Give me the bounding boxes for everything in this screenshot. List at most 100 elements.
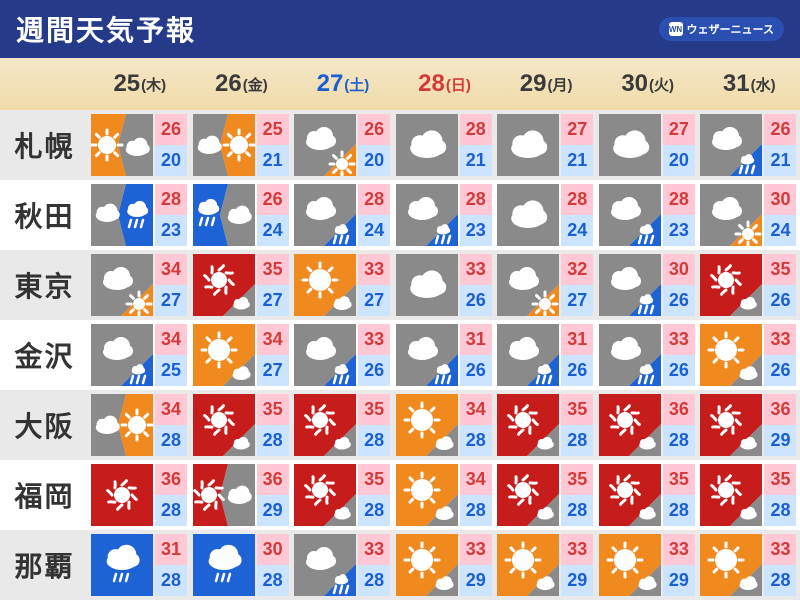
weather-icon [396, 324, 458, 386]
forecast-cell: 26 21 [698, 110, 800, 180]
forecast-cell: 35 27 [191, 250, 293, 320]
forecast-cell: 30 28 [191, 530, 293, 600]
temp-low: 26 [663, 285, 695, 316]
forecast-cell: 26 20 [89, 110, 191, 180]
forecast-cell: 30 24 [698, 180, 800, 250]
temp-high: 28 [663, 184, 695, 215]
weather-icon [91, 464, 153, 526]
temp-high: 35 [358, 394, 390, 425]
temp-high: 34 [155, 254, 187, 285]
temp-low: 24 [764, 215, 796, 246]
date-dow: (水) [751, 74, 776, 95]
city-row: 大阪 34 28 35 28 35 28 [0, 390, 800, 460]
temps: 27 21 [561, 114, 593, 176]
temps: 33 26 [358, 324, 390, 386]
brand-badge: WN ウェザーニュース [659, 17, 784, 41]
temp-high: 33 [663, 324, 695, 355]
temp-high: 25 [257, 114, 289, 145]
temps: 28 23 [460, 184, 492, 246]
temps: 34 25 [155, 324, 187, 386]
temp-low: 28 [155, 565, 187, 596]
weather-icon [396, 254, 458, 316]
weather-icon [599, 184, 661, 246]
forecast-cell: 35 28 [495, 460, 597, 530]
date-num: 29 [520, 70, 547, 98]
temp-low: 23 [155, 215, 187, 246]
weather-icon [396, 534, 458, 596]
weather-icon [599, 254, 661, 316]
temp-high: 32 [561, 254, 593, 285]
forecast-cell: 33 29 [394, 530, 496, 600]
temps: 35 28 [561, 464, 593, 526]
temp-high: 30 [257, 534, 289, 565]
temp-low: 28 [257, 565, 289, 596]
temp-low: 21 [460, 145, 492, 176]
temp-low: 27 [561, 285, 593, 316]
forecast-cell: 35 28 [495, 390, 597, 460]
temps: 31 28 [155, 534, 187, 596]
date-num: 27 [317, 70, 344, 98]
forecast-cell: 27 20 [597, 110, 699, 180]
temps: 34 28 [155, 394, 187, 456]
weather-icon [497, 114, 559, 176]
forecast-cell: 34 28 [394, 460, 496, 530]
temp-low: 28 [663, 425, 695, 456]
city-name: 札幌 [0, 110, 89, 180]
temp-high: 36 [764, 394, 796, 425]
temp-low: 28 [358, 565, 390, 596]
weather-icon [193, 534, 255, 596]
temps: 35 27 [257, 254, 289, 316]
temp-low: 24 [257, 215, 289, 246]
temp-low: 26 [358, 355, 390, 386]
forecast-cell: 31 28 [89, 530, 191, 600]
temp-low: 26 [460, 285, 492, 316]
temp-high: 28 [460, 114, 492, 145]
temp-high: 34 [460, 464, 492, 495]
date-cell: 30(火) [597, 58, 699, 110]
forecast-cell: 33 27 [292, 250, 394, 320]
weather-icon [497, 324, 559, 386]
temps: 36 29 [764, 394, 796, 456]
date-cell: 27(土) [292, 58, 394, 110]
temps: 33 28 [764, 534, 796, 596]
temp-low: 28 [358, 425, 390, 456]
temp-low: 28 [155, 495, 187, 526]
temp-low: 24 [561, 215, 593, 246]
forecast-cell: 35 28 [698, 460, 800, 530]
temp-low: 28 [155, 425, 187, 456]
forecast-cell: 28 23 [597, 180, 699, 250]
temp-low: 28 [257, 425, 289, 456]
temps: 28 23 [663, 184, 695, 246]
weather-icon [700, 394, 762, 456]
temp-high: 36 [257, 464, 289, 495]
temps: 27 20 [663, 114, 695, 176]
temp-low: 23 [460, 215, 492, 246]
temp-low: 26 [561, 355, 593, 386]
temps: 35 28 [663, 464, 695, 526]
weather-icon [294, 324, 356, 386]
temp-high: 36 [155, 464, 187, 495]
temp-low: 28 [460, 425, 492, 456]
temp-high: 34 [257, 324, 289, 355]
city-name: 福岡 [0, 460, 89, 530]
temp-high: 28 [155, 184, 187, 215]
weather-icon [91, 254, 153, 316]
weather-icon [497, 464, 559, 526]
temp-high: 35 [561, 394, 593, 425]
temps: 33 28 [358, 534, 390, 596]
temps: 35 28 [358, 394, 390, 456]
weather-icon [497, 184, 559, 246]
temps: 30 24 [764, 184, 796, 246]
weather-icon [193, 184, 255, 246]
weather-icon [700, 324, 762, 386]
temp-low: 28 [460, 495, 492, 526]
date-dow: (金) [243, 74, 268, 95]
forecast-cell: 36 29 [698, 390, 800, 460]
temp-high: 35 [358, 464, 390, 495]
temp-high: 31 [155, 534, 187, 565]
city-row: 札幌 26 20 25 21 26 20 [0, 110, 800, 180]
date-dow: (火) [649, 74, 674, 95]
weather-icon [700, 114, 762, 176]
date-cell: 25(木) [89, 58, 191, 110]
temps: 36 28 [663, 394, 695, 456]
